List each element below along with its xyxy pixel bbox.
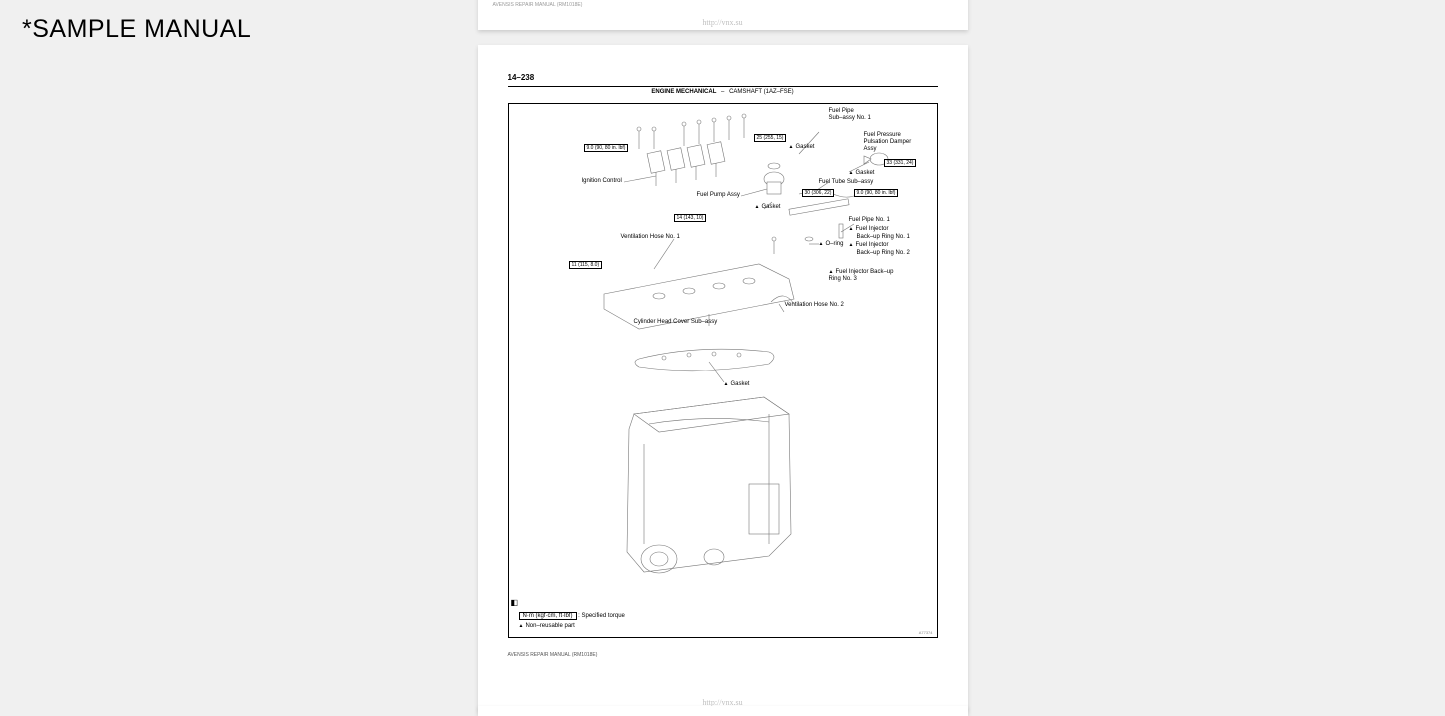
legend-torque-box: N·m (kgf·cm, ft·lbf) (519, 612, 577, 620)
torque-spec-5: 9.0 (90, 80 in. lbf) (854, 189, 899, 197)
label-gasket-2: Gasket (849, 170, 875, 177)
torque-spec-1: 9.0 (90, 80 in. lbf) (584, 144, 629, 152)
page-footer: AVENSIS REPAIR MANUAL (RM1018E) (508, 652, 938, 658)
label-fuel-pipe-sub: Fuel PipeSub–assy No. 1 (829, 108, 871, 122)
header-title: CAMSHAFT (1AZ–FSE) (729, 89, 794, 95)
figure-code: A77374 (919, 630, 933, 635)
note-icon: ◧ (511, 598, 519, 607)
label-gasket-3: Gasket (755, 204, 781, 211)
label-fuel-pipe-no1: Fuel Pipe No. 1 (849, 217, 890, 224)
label-cylinder-head-cover: Cylinder Head Cover Sub–assy (634, 319, 718, 326)
label-fuel-injector: Fuel Injector (849, 226, 889, 233)
label-vent-hose-1: Ventilation Hose No. 1 (621, 234, 680, 241)
sample-manual-label: *SAMPLE MANUAL (22, 15, 251, 44)
previous-page-sliver: AVENSIS REPAIR MANUAL (RM1018E) http://v… (478, 0, 968, 30)
exploded-diagram: 9.0 (90, 80 in. lbf) 25 (255, 15) 33 (33… (508, 103, 938, 638)
label-vent-hose-2: Ventilation Hose No. 2 (785, 302, 844, 309)
label-gasket-4: Gasket (724, 381, 750, 388)
torque-spec-2: 25 (255, 15) (754, 134, 787, 142)
torque-spec-4: 30 (306, 22) (802, 189, 835, 197)
next-page-sliver (478, 706, 968, 716)
label-fuel-pressure-damper: Fuel PressurePulsation DamperAssy (864, 132, 912, 154)
header-section: ENGINE MECHANICAL (651, 89, 716, 95)
page-header: ENGINE MECHANICAL – CAMSHAFT (1AZ–FSE) (508, 86, 938, 95)
prev-watermark: http://vnx.su (702, 18, 742, 27)
label-ignition-control: Ignition Control (582, 178, 622, 185)
torque-spec-7: 11 (115, 8.0) (569, 261, 603, 269)
label-backup-ring-1: Back–up Ring No. 1 (857, 234, 910, 241)
torque-spec-3: 33 (331, 24) (884, 159, 917, 167)
header-dash: – (721, 89, 724, 95)
diagram-legend: N·m (kgf·cm, ft·lbf) : Specified torque … (519, 612, 625, 629)
legend-torque-desc: : Specified torque (578, 613, 625, 619)
label-injector-backup-3: Fuel Injector Back–upRing No. 3 (829, 269, 894, 283)
manual-page: 14–238 ENGINE MECHANICAL – CAMSHAFT (1AZ… (478, 45, 968, 710)
label-fuel-pump: Fuel Pump Assy (697, 192, 740, 199)
label-oring: O–ring (819, 241, 844, 248)
page-number: 14–238 (508, 73, 938, 82)
label-fuel-injector-2: Fuel Injector (849, 242, 889, 249)
torque-spec-6: 14 (143, 10) (674, 214, 707, 222)
prev-footer-text: AVENSIS REPAIR MANUAL (RM1018E) (493, 2, 583, 8)
legend-nonreusable: Non–reusable part (519, 623, 625, 629)
label-backup-ring-2: Back–up Ring No. 2 (857, 250, 910, 257)
label-fuel-tube-sub: Fuel Tube Sub–assy (819, 179, 874, 186)
label-gasket-1: Gasket (789, 144, 815, 151)
